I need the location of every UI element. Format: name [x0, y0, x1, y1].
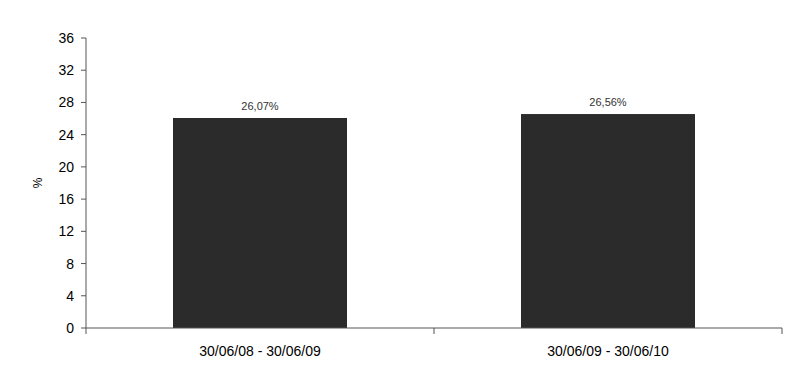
data-label: 26,07%: [241, 100, 279, 112]
bar: [173, 118, 347, 328]
y-tick-label: 20: [58, 159, 74, 175]
x-tick: [86, 328, 87, 334]
x-tick: [782, 328, 783, 334]
y-tick-label: 32: [58, 62, 74, 78]
y-tick: [81, 102, 86, 103]
x-tick: [434, 328, 435, 334]
y-tick-label: 24: [58, 127, 74, 143]
y-tick: [81, 166, 86, 167]
y-tick-label: 36: [58, 30, 74, 46]
y-tick: [81, 231, 86, 232]
chart: 0 4 8 12 16 20 24 28 32 36 30/06/08 - 30/06/09 30/0…: [0, 0, 802, 385]
y-tick-label: 8: [66, 256, 74, 272]
y-tick: [81, 199, 86, 200]
y-tick: [81, 134, 86, 135]
y-axis-label: %: [31, 177, 45, 188]
chart-container: 0 4 8 12 16 20 24 28 32 36 30/06/08 - 30/06/09 30/0…: [0, 0, 802, 385]
y-axis: [86, 38, 87, 328]
y-tick-label: 4: [66, 288, 74, 304]
x-tick-label: 30/06/08 - 30/06/09: [199, 343, 321, 359]
y-tick: [81, 38, 86, 39]
y-tick: [81, 70, 86, 71]
y-tick-label: 16: [58, 191, 74, 207]
bar: [521, 114, 695, 328]
y-tick-label: 28: [58, 94, 74, 110]
y-tick: [81, 295, 86, 296]
data-label: 26,56%: [589, 96, 627, 108]
y-tick: [81, 263, 86, 264]
bars: [173, 114, 695, 328]
y-tick-label: 12: [58, 223, 74, 239]
x-tick-label: 30/06/09 - 30/06/10: [547, 343, 669, 359]
y-tick-label: 0: [66, 320, 74, 336]
y-tick: [81, 328, 86, 329]
